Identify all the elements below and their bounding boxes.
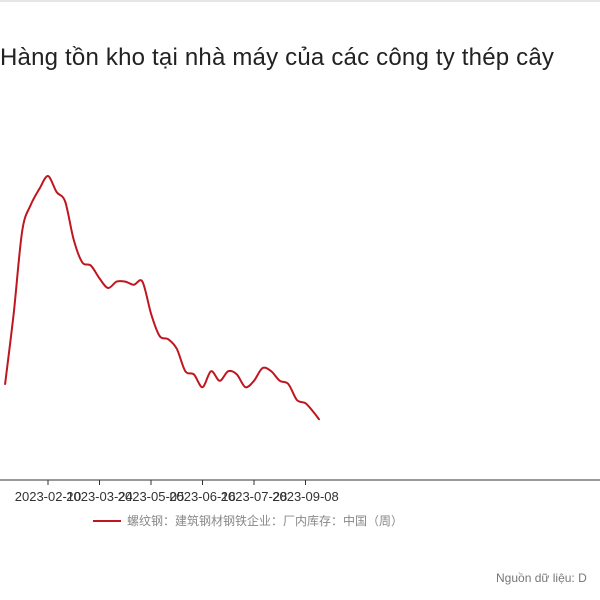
x-axis-tick-labels: 2023-02-102023-03-242023-05-052023-06-16…	[15, 489, 339, 504]
series-line	[4, 175, 320, 421]
chart-title: Hàng tồn kho tại nhà máy của các công ty…	[0, 44, 555, 71]
x-tick-label: 2023-06-16	[169, 489, 236, 504]
source-note: Nguồn dữ liệu: D	[496, 571, 587, 585]
x-tick-label: 2023-07-28	[221, 489, 288, 504]
x-tick-label: 2023-05-05	[118, 489, 185, 504]
top-border	[0, 0, 600, 2]
legend-label: 螺纹钢：建筑钢材钢铁企业：厂内库存：中国（周）	[127, 513, 403, 528]
x-tick-label: 2023-09-08	[272, 489, 339, 504]
x-tick-label: 2023-03-24	[66, 489, 133, 504]
legend: 螺纹钢：建筑钢材钢铁企业：厂内库存：中国（周）	[93, 513, 403, 528]
x-axis-ticks	[47, 480, 306, 485]
x-tick-label: 2023-02-10	[15, 489, 82, 504]
